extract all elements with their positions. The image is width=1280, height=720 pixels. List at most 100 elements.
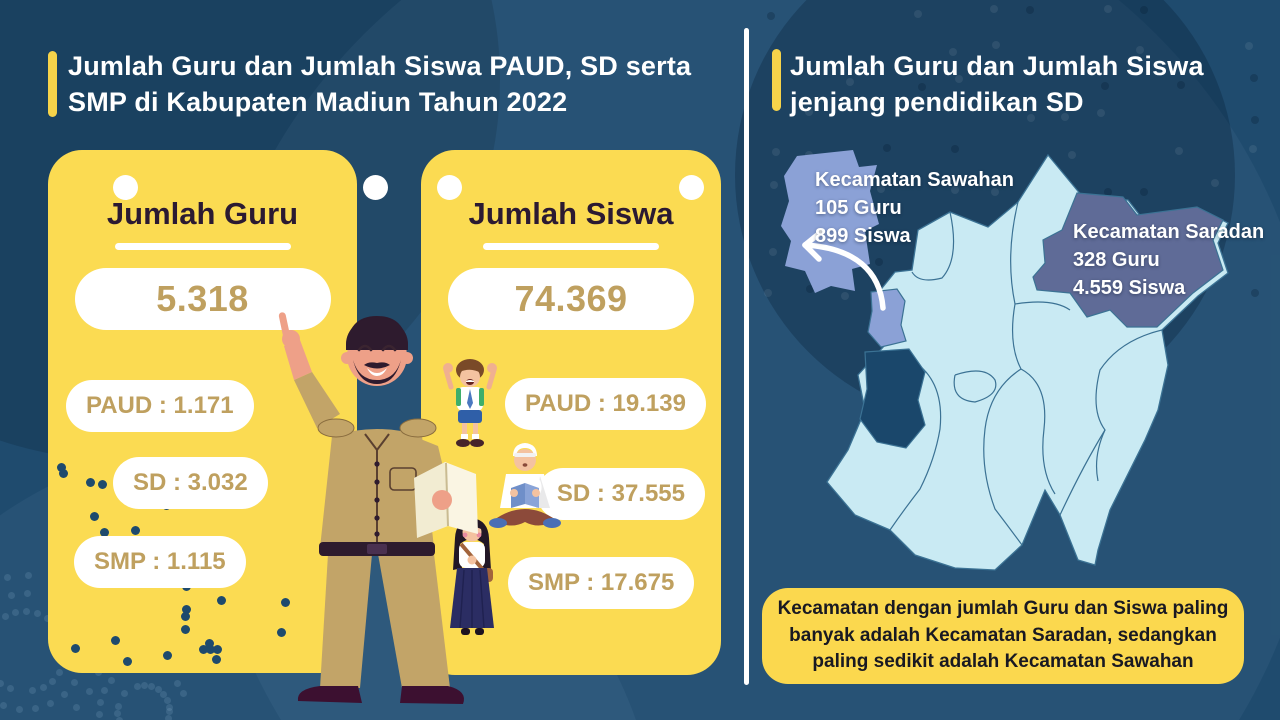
- decor-dot: [166, 708, 173, 715]
- sawahan-siswa: 899 Siswa: [815, 225, 911, 247]
- decor-dot: [23, 608, 31, 616]
- saradan-label: Kecamatan Saradan 328 Guru 4.559 Siswa: [1073, 218, 1264, 302]
- card-pin-hole: [437, 175, 462, 200]
- decor-dot: [767, 11, 776, 20]
- section-divider: [744, 28, 749, 685]
- decor-dot: [154, 686, 162, 694]
- decor-dot: [164, 715, 172, 720]
- siswa-paud-pill: PAUD : 19.139: [505, 378, 706, 430]
- map-region-saradan: [1032, 192, 1224, 328]
- decor-dot: [165, 704, 173, 712]
- decor-dot: [72, 704, 80, 712]
- decor-dot: [206, 645, 216, 654]
- decor-dot: [7, 685, 15, 693]
- decor-dot: [101, 687, 109, 695]
- siswa-card-title: Jumlah Siswa: [468, 196, 674, 231]
- decor-dot: [180, 690, 188, 698]
- decor-dot: [60, 691, 68, 699]
- decor-dot: [204, 638, 214, 648]
- guru-sd-pill: SD : 3.032: [113, 457, 268, 509]
- decor-dot: [114, 709, 122, 717]
- decor-dot: [32, 705, 40, 713]
- decor-dot: [71, 643, 81, 653]
- decor-dot: [15, 705, 23, 713]
- left-panel-title: Jumlah Guru dan Jumlah Siswa PAUD, SD se…: [68, 51, 692, 117]
- decor-dot: [0, 701, 8, 709]
- decor-dot: [7, 591, 15, 599]
- decor-dot: [98, 480, 108, 490]
- left-title-accent-bar: [48, 51, 57, 117]
- decor-dot: [89, 511, 99, 521]
- decor-dot: [182, 604, 192, 614]
- map-svg: [781, 150, 1229, 571]
- decor-dot: [211, 654, 221, 664]
- decor-dot: [133, 682, 141, 690]
- decor-dot: [217, 595, 227, 605]
- siswa-total-value: 74.369: [448, 268, 694, 330]
- right-title-accent-bar: [772, 49, 781, 111]
- saradan-name: Kecamatan Saradan: [1073, 221, 1265, 243]
- decor-dot: [24, 572, 32, 580]
- decor-dot: [163, 697, 171, 705]
- decor-dot: [122, 657, 132, 667]
- sawahan-guru: 105 Guru: [815, 197, 902, 219]
- decor-dot: [86, 478, 96, 488]
- conclusion-text: Kecamatan dengan jumlah Guru dan Siswa p…: [777, 598, 1229, 673]
- decor-dot: [130, 525, 140, 535]
- decor-dot: [0, 679, 5, 687]
- decor-dot: [39, 683, 47, 691]
- decor-dot: [140, 682, 148, 690]
- decor-dot: [212, 645, 222, 655]
- decor-dot: [28, 687, 36, 695]
- cheering-boy-illustration: [441, 355, 499, 454]
- sawahan-label: Kecamatan Sawahan 105 Guru 899 Siswa: [815, 166, 1014, 250]
- guru-card-underline: [114, 243, 291, 250]
- madiun-district-map: [753, 126, 1255, 584]
- decor-dot: [96, 711, 104, 719]
- saradan-guru: 328 Guru: [1073, 249, 1160, 271]
- right-panel-title: Jumlah Guru dan Jumlah Siswa jenjang pen…: [790, 51, 1204, 117]
- decor-dot: [914, 10, 923, 19]
- teacher-illustration: [262, 286, 492, 720]
- siswa-sd-pill: SD : 37.555: [536, 468, 705, 520]
- decor-dot: [55, 669, 63, 677]
- decor-dot: [1139, 6, 1148, 15]
- guru-paud-pill: PAUD : 1.171: [66, 380, 254, 432]
- siswa-smp-pill: SMP : 17.675: [508, 557, 695, 609]
- siswa-card-underline: [483, 243, 659, 250]
- decor-dot: [181, 611, 191, 621]
- decor-dot: [121, 689, 129, 697]
- map-inner-borders: [864, 201, 1163, 546]
- decor-dot: [2, 613, 9, 621]
- decor-dot: [159, 691, 167, 699]
- decor-dot: [162, 650, 172, 660]
- sawahan-name: Kecamatan Sawahan: [815, 169, 1014, 191]
- decor-dot: [198, 645, 208, 655]
- sawahan-arrow: [802, 229, 886, 311]
- card-pin-hole: [113, 175, 138, 200]
- decor-dot: [181, 625, 191, 635]
- decor-dot: [989, 4, 998, 13]
- decor-dot: [86, 688, 94, 696]
- decor-dot: [173, 679, 181, 687]
- guru-smp-pill: SMP : 1.115: [74, 536, 246, 588]
- decor-dot: [34, 609, 42, 617]
- guru-card-title: Jumlah Guru: [106, 196, 299, 231]
- decor-dot: [71, 678, 79, 686]
- saradan-siswa: 4.559 Siswa: [1073, 277, 1186, 299]
- guru-total-value: 5.318: [74, 268, 331, 330]
- decor-dot: [24, 590, 32, 598]
- decor-dot: [96, 698, 104, 706]
- decor-dot: [108, 677, 116, 685]
- decor-dot: [12, 609, 20, 617]
- conclusion-note: Kecamatan dengan jumlah Guru dan Siswa p…: [762, 588, 1244, 684]
- decor-dot: [148, 683, 156, 691]
- reading-boy-illustration: [486, 438, 564, 543]
- decor-dot: [111, 636, 121, 646]
- decor-dot: [56, 463, 66, 473]
- map-region-excluded: [859, 348, 926, 449]
- decor-dot: [48, 677, 56, 685]
- card-pin-hole: [679, 175, 704, 200]
- decor-dot: [3, 574, 11, 582]
